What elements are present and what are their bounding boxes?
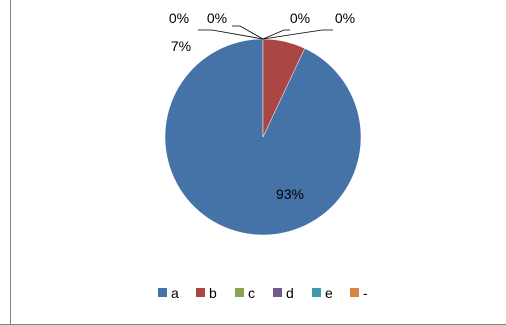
legend-swatch-a	[158, 288, 167, 297]
pie-slices	[164, 38, 362, 236]
legend-label-d: d	[286, 285, 294, 301]
legend-swatch-e	[312, 288, 321, 297]
leader-line-dash	[262, 29, 333, 40]
leader-line-e	[262, 29, 290, 40]
data-label-d: 0%	[207, 10, 227, 26]
legend-swatch-dash	[350, 288, 359, 297]
leader-lines	[198, 25, 333, 40]
data-label-c: 0%	[169, 10, 189, 26]
data-label-b: 7%	[171, 38, 191, 54]
legend-swatch-b	[196, 288, 205, 297]
data-labels: 93% 7% 0% 0% 0% 0%	[169, 10, 355, 202]
leader-line-d	[232, 25, 264, 40]
legend-swatch-c	[235, 288, 244, 297]
legend-swatch-d	[273, 288, 282, 297]
data-label-e: 0%	[290, 10, 310, 26]
legend-label-b: b	[209, 285, 217, 301]
legend-label-a: a	[171, 285, 179, 301]
legend-label-c: c	[248, 285, 255, 301]
legend-label-e: e	[325, 285, 333, 301]
data-label-a: 93%	[276, 186, 304, 202]
leader-line-c	[198, 29, 264, 40]
legend-label-dash: -	[363, 285, 368, 301]
data-label-dash: 0%	[335, 10, 355, 26]
